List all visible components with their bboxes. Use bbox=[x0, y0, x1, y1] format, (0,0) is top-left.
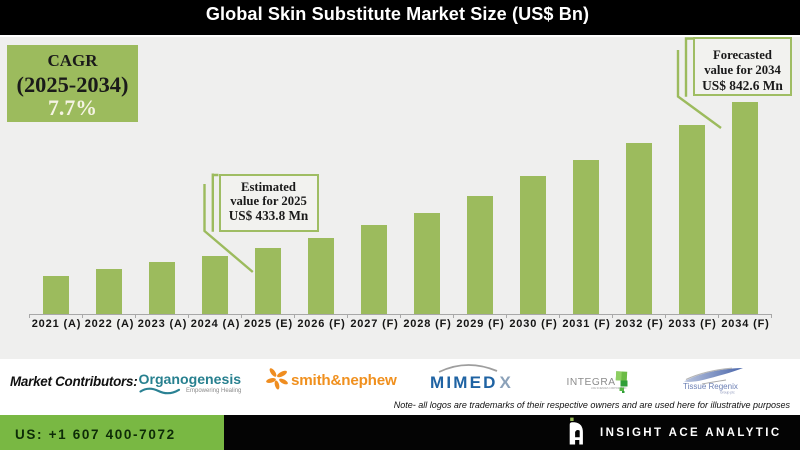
svg-text:X: X bbox=[500, 373, 512, 392]
svg-text:MIMED: MIMED bbox=[430, 373, 498, 392]
svg-text:Group plc: Group plc bbox=[720, 391, 735, 395]
svg-text:Tissue Regenix: Tissue Regenix bbox=[683, 382, 738, 391]
